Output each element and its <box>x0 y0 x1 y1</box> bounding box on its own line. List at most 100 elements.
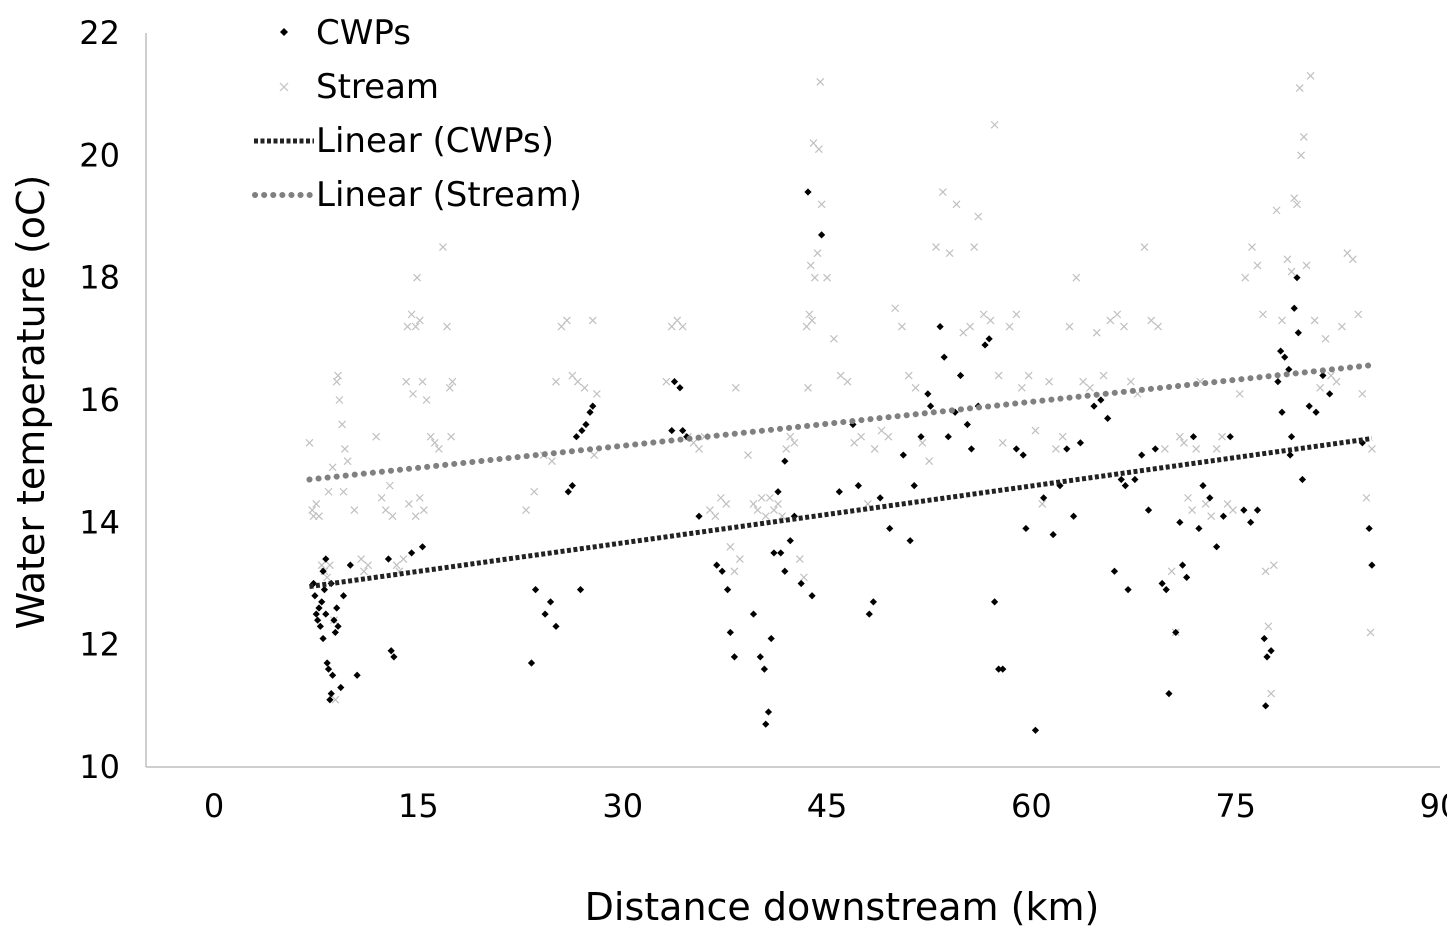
stream-point <box>884 432 893 441</box>
stream-point <box>817 200 826 209</box>
cwps-point <box>326 696 334 704</box>
y-tick-label: 18 <box>79 259 120 297</box>
stream-points <box>305 71 1376 704</box>
cwps-point <box>1189 433 1198 441</box>
stream-point <box>1017 383 1026 392</box>
stream-point <box>552 377 560 386</box>
stream-point <box>804 383 812 392</box>
cwps-point <box>990 598 999 606</box>
stream-point <box>1287 267 1296 276</box>
stream-point <box>1248 243 1256 252</box>
cwps-point <box>353 671 361 679</box>
stream-point <box>590 451 599 459</box>
cwps-point <box>1131 475 1139 484</box>
cwps-point <box>1247 518 1255 526</box>
stream-point <box>898 322 906 331</box>
cwps-point <box>1049 530 1057 539</box>
stream-point <box>1079 377 1088 386</box>
stream-point <box>1306 71 1315 80</box>
cwps-point <box>944 433 952 441</box>
stream-point <box>1120 322 1128 331</box>
stream-point <box>829 334 838 343</box>
stream-point <box>1316 383 1325 392</box>
cwps-point <box>670 378 679 386</box>
cwps-point <box>967 445 976 453</box>
cwps-point <box>312 610 320 618</box>
stream-point <box>966 322 974 331</box>
legend-item-linear-stream: Linear (Stream) <box>252 175 582 215</box>
stream-point <box>1024 371 1033 380</box>
cwps-point <box>323 659 331 667</box>
stream-point <box>761 512 770 521</box>
cwps-point <box>1260 634 1268 643</box>
stream-point <box>808 316 816 325</box>
cwps-point <box>1219 512 1228 520</box>
cwps-point <box>1165 690 1173 698</box>
cwps-point <box>724 586 732 594</box>
cwps-point <box>346 561 354 569</box>
x-tick-label: 90 <box>1420 787 1447 825</box>
cwps-point <box>865 610 873 618</box>
stream-point <box>1295 84 1304 92</box>
cwps-point <box>790 512 798 520</box>
cwps-point <box>1206 494 1214 502</box>
stream-point <box>994 371 1003 380</box>
legend-item-cwps: CWPs <box>280 13 411 53</box>
cwps-point <box>854 482 862 490</box>
cwps-point <box>668 426 676 435</box>
stream-point <box>350 506 359 515</box>
cwps-point <box>786 537 794 545</box>
cwps-point <box>756 653 764 661</box>
legend-label-linear-cwps: Linear (CWPs) <box>316 121 554 161</box>
cwps-point <box>1069 512 1078 520</box>
stream-point <box>1031 426 1040 435</box>
cwps-point <box>1040 494 1048 502</box>
cwps-point <box>578 426 586 435</box>
stream-point <box>870 445 879 453</box>
stream-point <box>335 396 344 404</box>
x-tick-label: 30 <box>602 787 643 825</box>
stream-point <box>814 145 823 154</box>
cwps-point <box>906 537 914 545</box>
cwps-point <box>1274 378 1282 386</box>
stream-point <box>388 512 397 521</box>
y-axis-title: Water temperature (oC) <box>9 175 53 630</box>
legend-item-linear-cwps: Linear (CWPs) <box>254 121 554 161</box>
cwps-point <box>1281 353 1289 361</box>
stream-point <box>445 383 454 392</box>
stream-point <box>331 695 340 704</box>
stream-point <box>377 493 386 502</box>
cwps-point <box>1124 586 1132 594</box>
cwps-point <box>1293 274 1301 282</box>
stream-point <box>1229 506 1237 515</box>
stream-point <box>1267 689 1276 698</box>
stream-point <box>1106 316 1115 325</box>
cwps-point <box>1199 482 1207 490</box>
cwps-point <box>936 323 944 331</box>
cwps-point <box>1195 524 1203 533</box>
stream-point <box>998 438 1007 447</box>
cwps-points <box>309 188 1376 734</box>
cwps-point <box>1213 543 1221 551</box>
x-tick-label: 0 <box>204 787 224 825</box>
stream-point <box>786 432 795 441</box>
stream-point <box>1321 334 1330 343</box>
cwps-point <box>869 598 877 606</box>
stream-point <box>816 78 825 86</box>
stream-point <box>1272 206 1281 215</box>
stream-point <box>340 445 349 453</box>
stream-point <box>364 561 372 570</box>
stream-point <box>1051 445 1060 453</box>
legend-item-stream: Stream <box>279 67 439 107</box>
cwps-point <box>926 402 935 410</box>
y-tick-label: 20 <box>79 136 120 174</box>
stream-point <box>573 377 582 386</box>
y-tick-label: 12 <box>79 626 120 664</box>
stream-point <box>1302 261 1311 270</box>
stream-point <box>678 322 687 331</box>
y-tick-label: 16 <box>79 381 120 419</box>
x-tick-label: 75 <box>1215 787 1256 825</box>
stream-point <box>986 316 995 325</box>
stream-point <box>782 445 791 453</box>
stream-point <box>1184 493 1192 502</box>
